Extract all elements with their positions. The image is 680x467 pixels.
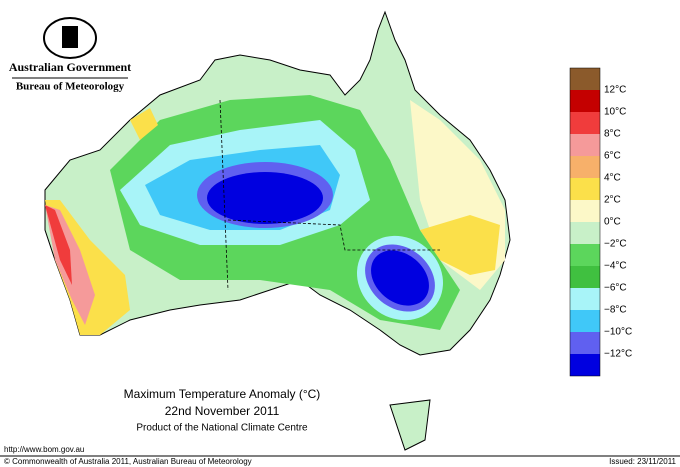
map-title: Maximum Temperature Anomaly (°C) bbox=[124, 387, 321, 401]
legend-swatch bbox=[570, 200, 600, 222]
legend-label: 0°C bbox=[604, 217, 621, 228]
government: Australian Government bbox=[9, 60, 131, 74]
map-source: Product of the National Climate Centre bbox=[136, 423, 308, 434]
legend-label: −10°C bbox=[604, 327, 632, 338]
legend: 12°C 10°C 8°C 6°C 4°C 2°C 0°C −2°C −4°C −6°C −8°C −… bbox=[569, 67, 632, 377]
legend-swatch bbox=[570, 266, 600, 288]
legend-label: −4°C bbox=[604, 261, 627, 272]
url: http://www.bom.gov.au bbox=[4, 445, 84, 454]
legend-label: −12°C bbox=[604, 349, 632, 360]
legend-swatch bbox=[570, 354, 600, 376]
agency: Bureau of Meteorology bbox=[16, 81, 125, 93]
legend-label: 12°C bbox=[604, 85, 626, 96]
logo bbox=[43, 17, 97, 59]
legend-swatch bbox=[570, 178, 600, 200]
legend-label: 6°C bbox=[604, 151, 621, 162]
legend-label: 10°C bbox=[604, 107, 626, 118]
map bbox=[44, 10, 511, 451]
legend-label: −8°C bbox=[604, 305, 627, 316]
copyright: © Commonwealth of Australia 2011, Austra… bbox=[4, 457, 252, 466]
legend-swatch bbox=[570, 134, 600, 156]
legend-label: 8°C bbox=[604, 129, 621, 140]
legend-frame bbox=[569, 67, 601, 377]
legend-label: −2°C bbox=[604, 239, 627, 250]
legend-swatch bbox=[570, 68, 600, 90]
legend-label: −6°C bbox=[604, 283, 627, 294]
legend-swatch bbox=[570, 244, 600, 266]
legend-swatch bbox=[570, 310, 600, 332]
legend-label: 2°C bbox=[604, 195, 621, 206]
legend-swatch bbox=[570, 332, 600, 354]
legend-swatch bbox=[570, 288, 600, 310]
legend-swatch bbox=[570, 112, 600, 134]
legend-label: 4°C bbox=[604, 173, 621, 184]
legend-swatch bbox=[570, 156, 600, 178]
legend-swatch bbox=[570, 222, 600, 244]
issued: Issued: 23/11/2011 bbox=[609, 457, 676, 466]
legend-swatch bbox=[570, 90, 600, 112]
map-date: 22nd November 2011 bbox=[165, 404, 280, 418]
